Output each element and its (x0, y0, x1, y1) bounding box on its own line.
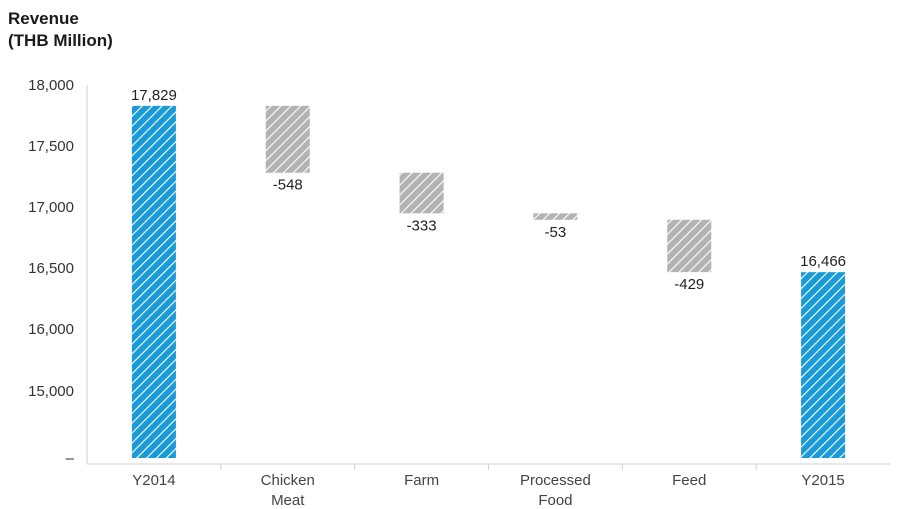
y-tick-label: 18,000 (28, 77, 74, 94)
change-bar (667, 220, 711, 272)
x-category-label: Y2015 (801, 472, 844, 489)
data-label: -548 (273, 177, 303, 194)
x-category-label: Farm (404, 472, 439, 489)
x-category-label: Chicken (261, 472, 315, 489)
x-category-label: Food (538, 492, 572, 509)
data-label: -333 (407, 217, 437, 234)
y-tick-label: 17,500 (28, 138, 74, 155)
x-category-label: Y2014 (132, 472, 175, 489)
y-tick-label: 15,000 (28, 383, 74, 400)
data-label: -53 (545, 224, 567, 241)
x-category-label: Feed (672, 472, 706, 489)
y-tick-label: 16,000 (28, 321, 74, 338)
change-bar (400, 173, 444, 214)
labels: 17,829 Y2014 -548 Chicken Meat -333 Farm -53 Pro… (131, 87, 846, 509)
y-tick-label: 17,000 (28, 199, 74, 216)
data-label: 17,829 (131, 87, 177, 104)
x-category-label: Processed (520, 472, 591, 489)
x-category-label: Meat (271, 492, 305, 509)
total-bar (132, 106, 176, 458)
change-bar (266, 106, 310, 173)
bars (132, 106, 845, 458)
data-label: 16,466 (800, 253, 846, 270)
change-bar (533, 213, 577, 219)
total-bar (801, 272, 845, 458)
y-tick-label: 16,500 (28, 260, 74, 277)
data-label: -429 (674, 276, 704, 293)
y-tick-label: – (66, 450, 75, 467)
